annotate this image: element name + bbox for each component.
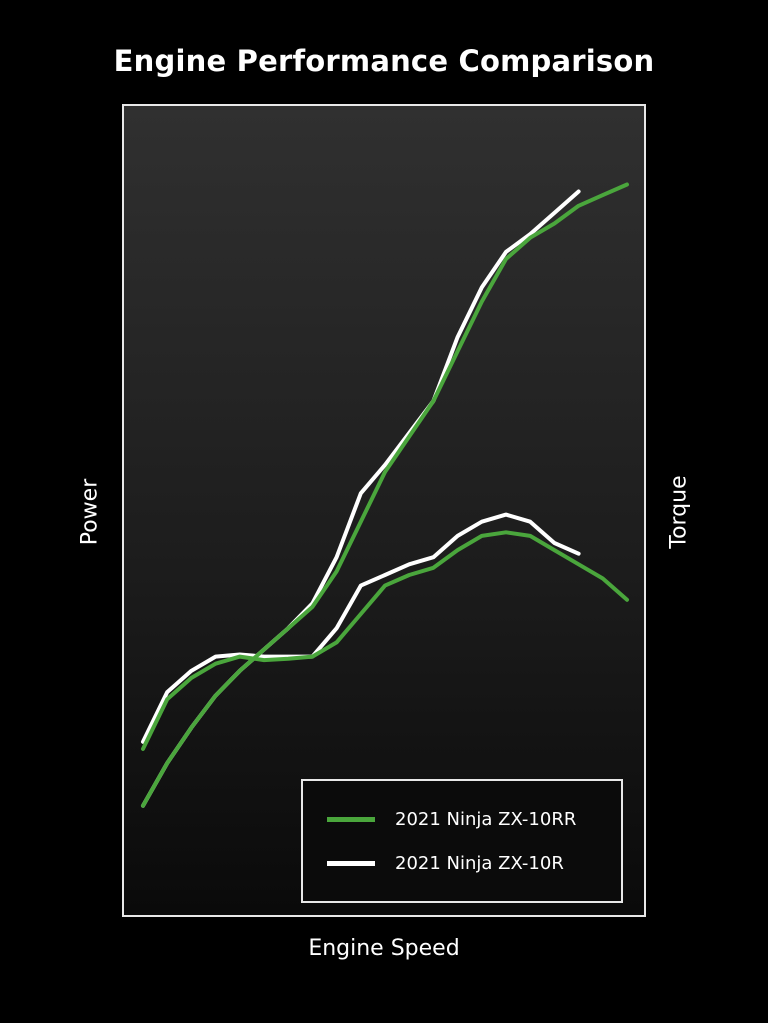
legend-label-zx10r: 2021 Ninja ZX-10R: [395, 852, 564, 874]
y-axis-label-left: Power: [77, 478, 103, 546]
series-line-zx10r-torque: [141, 512, 581, 744]
series-line-zx10rr-power: [141, 182, 629, 808]
series-line-zx10rr-torque: [141, 530, 629, 751]
legend: 2021 Ninja ZX-10RR 2021 Ninja ZX-10R: [301, 779, 623, 903]
legend-item-zx10rr: 2021 Ninja ZX-10RR: [327, 804, 576, 834]
series-line-zx10r-power: [141, 189, 581, 808]
chart-title: Engine Performance Comparison: [113, 44, 655, 78]
legend-item-zx10r: 2021 Ninja ZX-10R: [327, 848, 564, 878]
x-axis-label: Engine Speed: [308, 936, 460, 961]
legend-label-zx10rr: 2021 Ninja ZX-10RR: [395, 808, 577, 830]
y-axis-label-right: Torque: [666, 475, 692, 549]
legend-swatch-zx10r: [327, 860, 375, 866]
legend-swatch-zx10rr: [327, 816, 375, 822]
